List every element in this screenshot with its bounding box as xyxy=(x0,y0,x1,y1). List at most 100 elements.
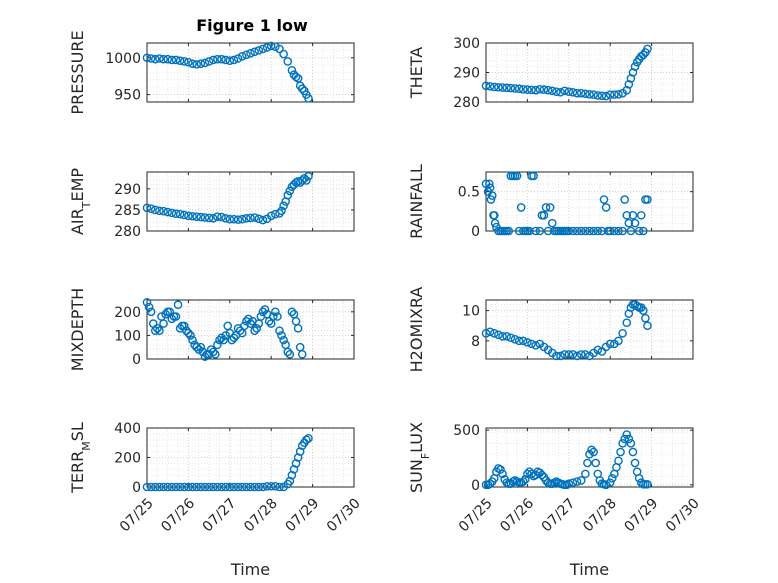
data-point xyxy=(277,331,286,340)
data-point xyxy=(196,342,206,352)
data-point xyxy=(266,41,276,51)
data-point xyxy=(639,306,648,315)
data-point xyxy=(246,49,255,58)
data-point xyxy=(173,300,183,310)
data-point xyxy=(531,85,540,95)
data-point xyxy=(628,210,638,220)
data-point xyxy=(636,210,646,220)
data-point xyxy=(244,314,253,324)
data-point xyxy=(618,226,627,236)
data-point xyxy=(184,57,193,67)
data-point xyxy=(155,482,164,492)
data-point xyxy=(250,47,259,57)
data-point xyxy=(258,307,268,317)
data-point xyxy=(163,482,172,492)
data-point xyxy=(283,57,293,66)
data-point xyxy=(159,206,168,216)
data-point xyxy=(581,226,590,236)
data-point xyxy=(521,475,530,484)
y-axis-label: H2OMIXRA xyxy=(407,287,426,373)
data-point xyxy=(610,90,619,99)
data-point xyxy=(221,55,230,65)
data-point xyxy=(192,482,201,492)
subplot-7: 0 500 07/25 07/26 07/27 07/28 07/29 07/30 SUNFLU… xyxy=(407,422,703,579)
data-point xyxy=(221,331,230,340)
data-point xyxy=(242,316,251,326)
data-point xyxy=(489,328,499,338)
data-point xyxy=(485,327,495,337)
data-point xyxy=(260,305,270,314)
data-point xyxy=(490,218,500,228)
data-point xyxy=(175,209,185,219)
data-point xyxy=(297,349,307,359)
subplot-1: 280 290 300 THETA xyxy=(407,36,694,111)
data-point xyxy=(215,335,224,345)
data-point xyxy=(250,213,259,222)
data-point xyxy=(271,42,280,51)
data-point xyxy=(576,88,586,98)
data-point xyxy=(624,218,634,228)
data-point xyxy=(605,90,615,99)
data-point xyxy=(618,328,627,338)
data-point xyxy=(587,445,596,455)
data-point xyxy=(547,86,557,96)
data-point xyxy=(564,350,574,359)
data-point xyxy=(516,203,526,212)
data-point xyxy=(219,335,228,345)
data-point xyxy=(485,479,495,489)
data-point xyxy=(643,44,652,54)
data-point xyxy=(208,482,218,492)
data-point xyxy=(254,46,264,55)
data-point xyxy=(279,335,288,345)
data-point xyxy=(171,312,181,321)
y-axis-label: MIXDEPTH xyxy=(68,288,87,371)
y-tick-label: 0.5 xyxy=(458,185,480,201)
data-point xyxy=(246,319,255,328)
data-point xyxy=(208,347,218,357)
data-point xyxy=(213,54,222,64)
subplot-2: 280 285 290 AIRTEMP xyxy=(68,168,355,240)
data-point xyxy=(607,473,617,483)
data-point xyxy=(194,345,204,354)
data-point xyxy=(192,60,201,69)
data-point xyxy=(184,482,193,492)
data-point xyxy=(485,183,495,193)
data-point xyxy=(150,482,160,492)
x-tick-label: 07/30 xyxy=(324,495,364,535)
data-point xyxy=(192,342,201,352)
data-point xyxy=(302,435,311,445)
data-point xyxy=(487,191,497,200)
data-point xyxy=(498,83,507,92)
data-point xyxy=(271,481,280,491)
subplot-6: 0 200 400 07/25 07/26 07/27 07/28 07/29 07/30 TER… xyxy=(68,421,364,579)
data-point xyxy=(237,482,247,492)
data-point xyxy=(639,226,648,236)
data-point xyxy=(641,313,650,323)
data-point xyxy=(146,307,156,317)
data-point xyxy=(277,206,286,216)
y-tick-label: 280 xyxy=(114,224,141,240)
data-point xyxy=(217,54,226,64)
data-point xyxy=(518,85,528,94)
data-point xyxy=(605,339,615,349)
data-point xyxy=(188,59,197,68)
data-point xyxy=(527,85,536,95)
data-point xyxy=(155,326,164,335)
data-point xyxy=(614,456,623,466)
y-tick-label: 10 xyxy=(462,304,480,320)
y-tick-label: 200 xyxy=(114,305,141,321)
y-axis-label: RAINFALL xyxy=(407,164,426,239)
data-point xyxy=(486,195,496,204)
data-point xyxy=(208,55,218,65)
data-point xyxy=(304,171,313,181)
data-point xyxy=(585,226,594,236)
data-point xyxy=(233,215,243,224)
data-point xyxy=(585,449,594,459)
data-point xyxy=(225,482,235,492)
subplot-4: 0 100 200 MIXDEPTH xyxy=(68,288,355,371)
data-point xyxy=(188,335,197,345)
y-tick-label: 285 xyxy=(114,203,141,219)
data-point xyxy=(258,44,268,54)
data-point xyxy=(581,469,590,479)
x-tick-label: 07/26 xyxy=(158,495,198,535)
